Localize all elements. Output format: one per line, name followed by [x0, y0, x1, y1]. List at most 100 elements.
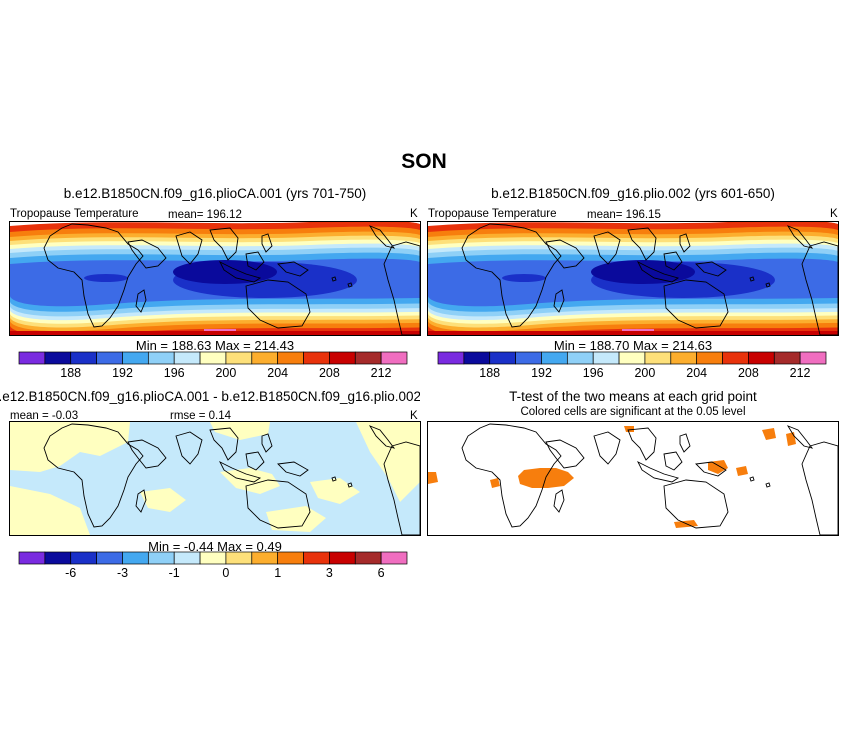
panel-3-coastline-11 [245, 479, 311, 529]
panel-3-title: b.e12.B1850CN.f09_g16.plioCA.001 - b.e12… [0, 389, 420, 404]
panel-3-positive-region-4 [310, 478, 360, 504]
panel-1-coastline-11 [245, 279, 311, 329]
panel-4-significant-cell-2 [708, 460, 728, 474]
panel-3-colorbar-tick-label-2: -1 [169, 566, 180, 580]
panel-3-colorbar-tick-label-0: -6 [65, 566, 76, 580]
panel-3-positive-region-0 [10, 422, 130, 472]
panel-1-band-africa-blob [84, 274, 128, 282]
panel-1-coastline-1 [135, 289, 147, 313]
panel-1-units: K [410, 208, 418, 220]
panel-1-coastline-12 [331, 276, 337, 282]
panel-3-colorbar-swatch-2 [70, 551, 97, 565]
panel-1-colorbar-swatch-9 [251, 351, 279, 365]
panel-2-colorbar-tick-label-0: 188 [479, 366, 500, 380]
panel-2-coastline-6 [627, 227, 657, 261]
panel-4-coastline-4 [786, 425, 814, 449]
panel-1-coastline-5 [175, 231, 203, 265]
panel-4-coastline-8 [663, 451, 683, 471]
panel-3-positive-region-2 [210, 422, 270, 440]
panel-1-field [10, 222, 420, 335]
panel-4-significant-cell-3 [736, 466, 748, 476]
panel-1-colorbar-tick-label-4: 204 [267, 366, 288, 380]
panel-1-mean: mean= 196.12 [168, 209, 242, 221]
panel-2-band-africa-blob [502, 274, 546, 282]
panel-3-coastline-5 [175, 431, 203, 465]
panel-3-coastline-12 [331, 476, 337, 482]
panel-4-coastline-13 [765, 482, 771, 488]
panel-3-colorbar-tick-label-6: 6 [378, 566, 385, 580]
panel-3-colorbar-swatch-3 [96, 551, 123, 565]
panel-3-map [9, 421, 421, 536]
panel-3-colorbar-swatch-8 [225, 551, 253, 565]
panel-4-field [428, 423, 838, 535]
panel-4-coastline-12 [749, 476, 755, 482]
panel-3-colorbar-swatch-6 [173, 551, 201, 565]
panel-4-significant-cell-1 [490, 478, 500, 488]
panel-3-colorbar-swatch-13 [354, 551, 382, 565]
panel-1-colorbar-svg: 188 192 196 200 204 208 212 [18, 351, 408, 380]
panel-2-coastline-5 [593, 231, 621, 265]
panel-2-colorbar-swatch-0 [437, 351, 465, 365]
panel-4-coastline-5 [593, 431, 621, 465]
panel-1-band-south-edge [10, 331, 420, 335]
panel-4-subtitle: Colored cells are significant at the 0.0… [520, 406, 746, 418]
panel-3-colorbar-swatch-11 [303, 551, 330, 565]
panel-1-band-core [173, 260, 277, 284]
panel-3-colorbar-swatch-9 [251, 551, 279, 565]
panel-1-colorbar-swatch-5 [147, 351, 175, 365]
panel-1-coastline-13 [347, 282, 353, 288]
panel-1-coastline-8 [245, 251, 265, 271]
panel-2-band-max [622, 329, 654, 331]
panel-3-positive-region-6 [140, 488, 186, 512]
panel-4-coastline-7 [636, 460, 680, 483]
panel-2-colorbar-swatch-12 [748, 351, 775, 365]
panel-2-coastline-0 [461, 223, 562, 328]
panel-3-coastline-1 [135, 489, 147, 513]
panel-2-coastline-12 [749, 276, 755, 282]
panel-2-colorbar-swatch-7 [618, 351, 646, 365]
panel-4-coastline-6 [627, 427, 657, 461]
panel-2-coastline-1 [553, 289, 565, 313]
panel-4-coastline-9 [695, 461, 727, 477]
panel-2-colorbar-swatch-1 [463, 351, 491, 365]
panel-2-colorbar-tick-label-6: 212 [790, 366, 811, 380]
panel-2-colorbar-swatch-10 [696, 351, 723, 365]
panel-2-coastline-9 [695, 261, 727, 277]
panel-2-colorbar-swatch-9 [670, 351, 698, 365]
panel-3-colorbar-swatch-5 [147, 551, 175, 565]
panel-1-colorbar-swatch-1 [44, 351, 72, 365]
panel-1-colorbar-tick-label-3: 200 [215, 366, 236, 380]
panel-2-colorbar-swatch-6 [592, 351, 620, 365]
panel-3-colorbar-swatch-4 [122, 551, 149, 565]
panel-3-coastline-4 [368, 425, 396, 449]
panel-3-mean: mean = -0.03 [10, 410, 79, 422]
panel-1-colorbar-swatch-0 [18, 351, 46, 365]
panel-3-coastline-13 [347, 482, 353, 488]
panel-2-coastline-13 [765, 282, 771, 288]
panel-1-colorbar-swatch-6 [173, 351, 201, 365]
panel-3-colorbar-swatch-1 [44, 551, 72, 565]
panel-3-colorbar-swatch-7 [199, 551, 227, 565]
panel-4-coastline-2 [545, 439, 585, 469]
panel-4-significant-cell-6 [428, 472, 438, 484]
panel-3-coastline-6 [209, 427, 239, 461]
panel-1-colorbar-swatch-7 [199, 351, 227, 365]
panel-3-coastline-7 [218, 460, 262, 483]
panel-3-coastline-0 [43, 423, 144, 528]
panel-2-coastline-8 [663, 251, 683, 271]
panel-3-colorbar-tick-label-4: 1 [274, 566, 281, 580]
panel-1-minmax: Min = 188.63 Max = 214.43 [135, 338, 295, 353]
panel-3-coastline-8 [245, 451, 265, 471]
panel-3-field [10, 422, 420, 535]
panel-3-positive-region-7 [266, 506, 326, 532]
panel-3-coastline-2 [127, 439, 167, 469]
panel-1-colorbar-tick-label-2: 196 [164, 366, 185, 380]
panel-1-colorbar-tick-label-5: 208 [319, 366, 340, 380]
panel-3-colorbar-svg: -6 -3 -1 0 1 3 6 [18, 551, 408, 580]
panel-2-units: K [830, 208, 838, 220]
panel-2-colorbar-tick-label-5: 208 [738, 366, 759, 380]
panel-2-coastline-7 [636, 260, 680, 283]
panel-3-positive-region-5 [356, 422, 420, 502]
panel-3-coastline-10 [261, 433, 273, 453]
panel-1-colorbar-swatch-2 [70, 351, 97, 365]
